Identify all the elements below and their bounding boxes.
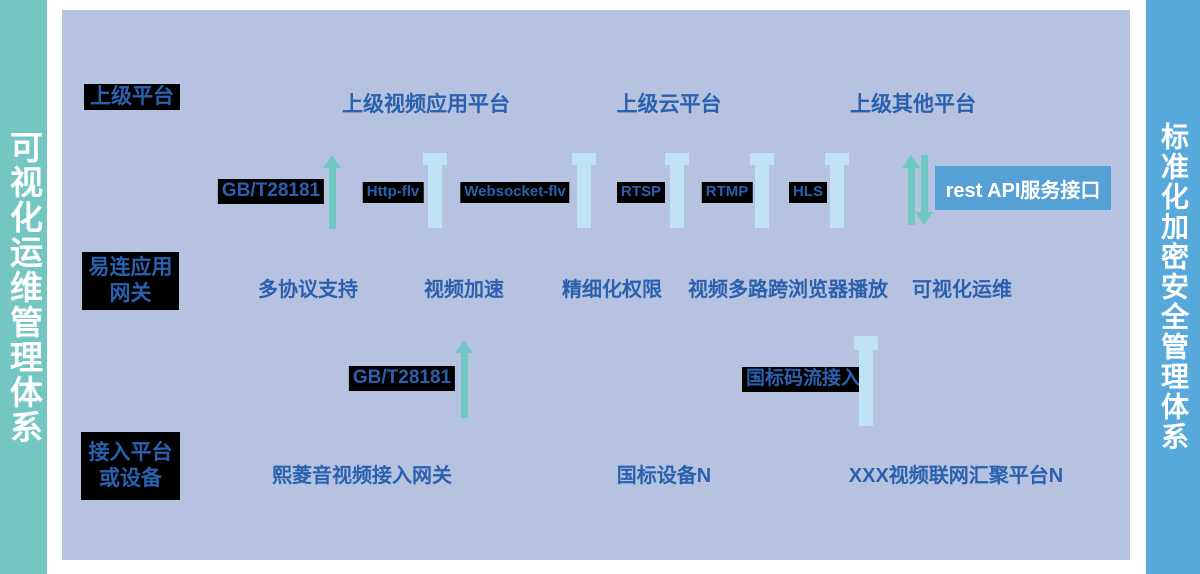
left-banner-text: 可视化运维管理体系 <box>5 129 43 445</box>
flat-up-arrow-icon <box>854 336 878 426</box>
up-arrow-icon <box>902 155 920 225</box>
arrow-stem <box>920 155 928 212</box>
arrow-shaft <box>755 165 769 228</box>
flat-up-arrow-icon <box>572 153 596 228</box>
platform-upper-video: 上级视频应用平台 <box>342 93 510 116</box>
feature-multiprotocol: 多协议支持 <box>258 279 358 301</box>
feature-fine-permissions: 精细化权限 <box>562 279 662 301</box>
protocol-rtsp: RTSP <box>616 182 666 203</box>
feature-multibrowser-playback: 视频多路跨浏览器播放 <box>688 279 888 301</box>
protocol-gbt28181-lower: GB/T28181 <box>348 366 456 391</box>
platform-upper-cloud: 上级云平台 <box>616 93 722 116</box>
row-label-gateway-line1: 易连应用 <box>88 255 173 279</box>
device-xiling-gateway: 熙菱音视频接入网关 <box>272 465 452 487</box>
flat-up-arrow-icon <box>825 153 849 228</box>
down-arrow-icon <box>915 155 933 225</box>
flat-up-arrow-icon <box>665 153 689 228</box>
row-label-upper-platform: 上级平台 <box>84 84 180 110</box>
row-label-access-line1: 接入平台 <box>88 440 173 464</box>
up-arrow-icon <box>455 340 473 418</box>
arrow-cap <box>750 153 774 165</box>
left-banner: 可视化运维管理体系 <box>0 0 47 574</box>
row-label-upper-platform-text: 上级平台 <box>90 84 174 108</box>
arrow-head <box>902 155 920 168</box>
arrow-stem <box>460 353 468 418</box>
device-gb-device-n: 国标设备N <box>616 465 712 487</box>
arrow-head <box>455 340 473 353</box>
rest-api-box: rest API服务接口 <box>935 166 1111 210</box>
rest-api-label: rest API服务接口 <box>945 179 1101 202</box>
device-xxx-aggregation-platform: XXX视频联网汇聚平台N <box>848 465 1064 487</box>
diagram-panel: 上级平台 上级视频应用平台 上级云平台 上级其他平台 GB/T28181 Htt… <box>62 10 1130 560</box>
arrow-shaft <box>428 165 442 228</box>
row-label-gateway: 易连应用 网关 <box>82 252 179 310</box>
arrow-shaft <box>577 165 591 228</box>
row-label-access-line2: 或设备 <box>99 467 162 490</box>
flat-up-arrow-icon <box>423 153 447 228</box>
platform-upper-other: 上级其他平台 <box>850 93 976 116</box>
feature-video-accel: 视频加速 <box>424 279 504 301</box>
arrow-head <box>915 212 933 225</box>
flat-up-arrow-icon <box>750 153 774 228</box>
arrow-cap <box>665 153 689 165</box>
protocol-websocket-flv: Websocket-flv <box>460 182 570 203</box>
arrow-cap <box>572 153 596 165</box>
arrow-cap <box>825 153 849 165</box>
protocol-gbt28181: GB/T28181 <box>217 179 325 204</box>
protocol-gb-stream: 国标码流接入 <box>741 367 865 392</box>
row-label-access: 接入平台 或设备 <box>81 432 180 500</box>
right-banner: 标准化加密安全管理体系 <box>1146 0 1200 574</box>
arrow-stem <box>907 168 915 225</box>
feature-visual-ops: 可视化运维 <box>912 279 1012 301</box>
arrow-cap <box>423 153 447 165</box>
arrow-shaft <box>670 165 684 228</box>
arrow-cap <box>854 336 878 350</box>
right-banner-text: 标准化加密安全管理体系 <box>1158 122 1189 452</box>
arrow-head <box>323 155 341 168</box>
protocol-http-flv: Http-flv <box>362 182 424 203</box>
protocol-hls: HLS <box>789 182 827 203</box>
arrow-shaft <box>859 350 873 426</box>
protocol-rtmp: RTMP <box>701 182 753 203</box>
arrow-shaft <box>830 165 844 228</box>
row-label-gateway-line2: 网关 <box>109 282 152 305</box>
up-arrow-icon <box>323 155 341 229</box>
arrow-stem <box>328 168 336 229</box>
